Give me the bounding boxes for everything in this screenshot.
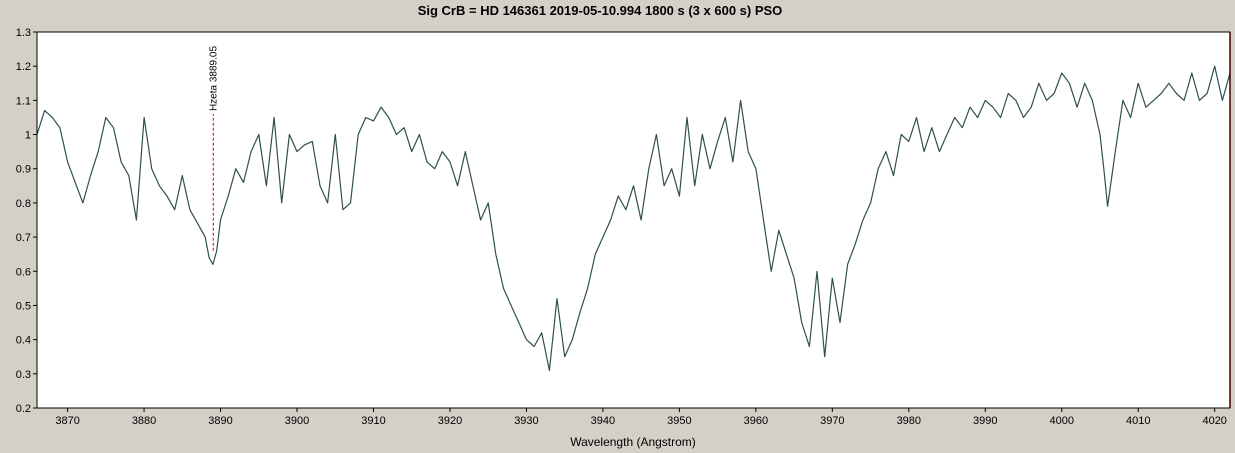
x-tick-label: 4010 — [1126, 415, 1150, 427]
y-tick-label: 1 — [25, 130, 31, 142]
y-tick-label: 0.2 — [16, 403, 31, 415]
x-tick-label: 3910 — [361, 415, 385, 427]
y-tick-label: 1.1 — [16, 95, 31, 107]
y-tick-label: 0.9 — [16, 164, 31, 176]
y-tick-label: 0.4 — [16, 335, 31, 347]
y-tick-label: 0.7 — [16, 232, 31, 244]
annotation-layer: Hzeta 3889.05 — [208, 46, 219, 251]
annotation-label: Hzeta 3889.05 — [208, 46, 219, 111]
x-tick-label: 3880 — [132, 415, 156, 427]
x-tick-label: 3870 — [55, 415, 79, 427]
x-tick-label: 3950 — [667, 415, 691, 427]
x-tick-label: 3990 — [973, 415, 997, 427]
y-tick-label: 0.5 — [16, 300, 31, 312]
x-axis: 3870 3880 3890 3900 3910 3920 3930 3940 3950 3960… — [55, 408, 1227, 427]
x-tick-label: 3890 — [208, 415, 232, 427]
x-tick-label: 3920 — [438, 415, 462, 427]
series-line — [36, 65, 1231, 371]
y-axis: 0.2 0.3 0.4 0.5 0.6 0.7 0.8 0.9 1 1.1 1.2 1.3 — [16, 27, 37, 415]
x-tick-label: 4000 — [1050, 415, 1074, 427]
y-tick-label: 0.6 — [16, 266, 31, 278]
x-tick-label: 3970 — [820, 415, 844, 427]
x-tick-label: 3980 — [897, 415, 921, 427]
x-axis-label: Wavelength (Angstrom) — [570, 435, 696, 449]
plot-area — [37, 32, 1230, 408]
plot-border — [36, 31, 1231, 409]
x-tick-label: 3930 — [514, 415, 538, 427]
x-tick-label: 3900 — [285, 415, 309, 427]
y-tick-label: 1.3 — [16, 27, 31, 39]
y-tick-label: 1.2 — [16, 61, 31, 73]
y-tick-label: 0.8 — [16, 198, 31, 210]
x-tick-label: 4020 — [1202, 415, 1226, 427]
x-tick-label: 3940 — [591, 415, 615, 427]
chart-title: Sig CrB = HD 146361 2019-05-10.994 1800 … — [418, 3, 783, 18]
x-tick-label: 3960 — [744, 415, 768, 427]
y-tick-label: 0.3 — [16, 369, 31, 381]
